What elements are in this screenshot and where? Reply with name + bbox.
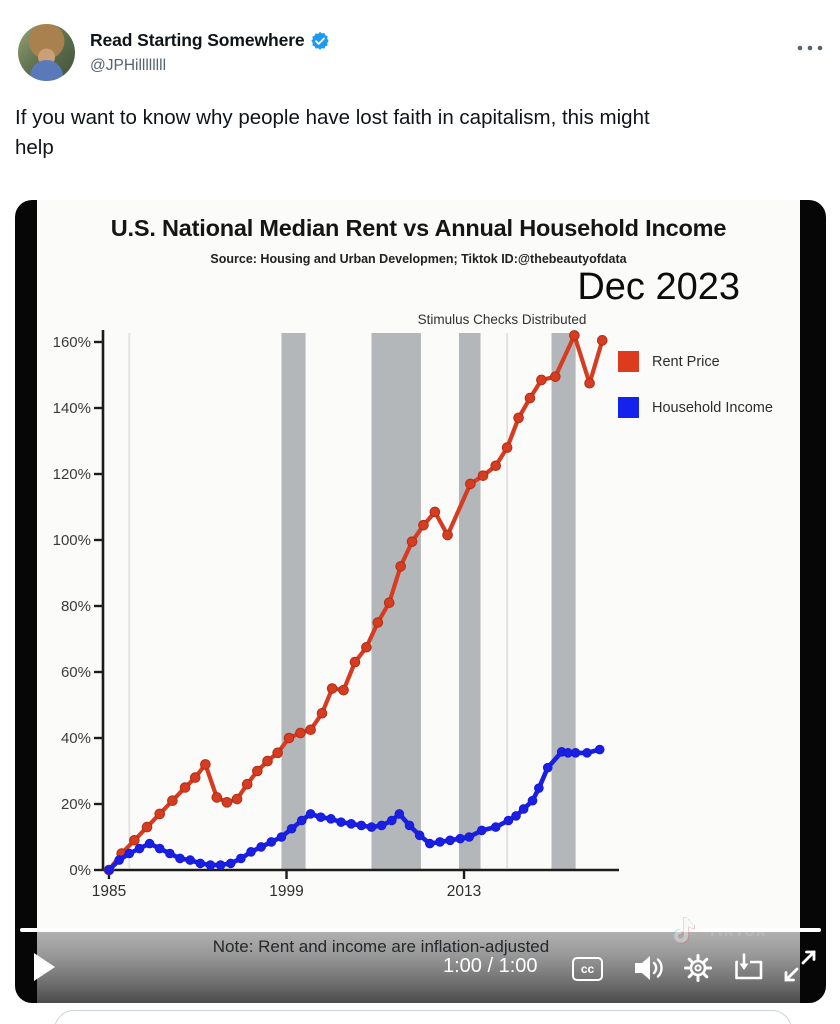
- legend-label-rent: Rent Price: [652, 353, 720, 370]
- name-row: Read Starting Somewhere: [90, 30, 330, 51]
- settings-gear-icon[interactable]: [683, 953, 713, 983]
- video-note-text: Note: Rent and income are inflation-adju…: [212, 937, 550, 956]
- tweet-text-line1: If you want to know why people have lost…: [15, 106, 650, 129]
- chart-frame: U.S. National Median Rent vs Annual Hous…: [37, 200, 800, 1003]
- tiktok-watermark-text: TikTok: [707, 921, 767, 940]
- svg-text:160%: 160%: [53, 334, 91, 351]
- closed-captions-button[interactable]: cc: [572, 957, 603, 981]
- picture-in-picture-icon[interactable]: [733, 952, 765, 982]
- legend-swatch-rent: [618, 351, 639, 372]
- reply-box-partial[interactable]: [54, 1010, 792, 1024]
- tweet-text: If you want to know why people have lost…: [15, 103, 831, 163]
- svg-text:20%: 20%: [61, 796, 91, 813]
- tweet-text-line2: help: [15, 136, 54, 159]
- avatar[interactable]: [18, 24, 75, 81]
- tiktok-note-icon: [673, 917, 695, 944]
- svg-text:120%: 120%: [53, 466, 91, 483]
- chart-annotation: Stimulus Checks Distributed: [417, 312, 587, 327]
- chart-title: U.S. National Median Rent vs Annual Hous…: [110, 215, 727, 241]
- cc-label: cc: [580, 962, 595, 976]
- player-gradient-overlay: [37, 930, 800, 1003]
- svg-text:1985: 1985: [92, 883, 126, 900]
- video-progress-bar[interactable]: [20, 928, 821, 932]
- svg-text:100%: 100%: [53, 532, 91, 549]
- fullscreen-icon[interactable]: [783, 949, 817, 983]
- svg-text:0%: 0%: [69, 862, 91, 879]
- legend-swatch-income: [618, 397, 639, 418]
- more-dots-icon: [797, 45, 823, 51]
- svg-text:2013: 2013: [447, 883, 481, 900]
- volume-icon[interactable]: [633, 953, 667, 983]
- time-display: 1:00 / 1:00: [443, 955, 538, 977]
- svg-text:80%: 80%: [61, 598, 91, 615]
- legend-rent-price: Rent Price: [618, 351, 720, 372]
- display-name[interactable]: Read Starting Somewhere: [90, 30, 305, 50]
- svg-text:40%: 40%: [61, 730, 91, 747]
- svg-text:140%: 140%: [53, 400, 91, 417]
- legend-household-income: Household Income: [618, 397, 773, 418]
- play-button[interactable]: [34, 953, 55, 981]
- user-handle[interactable]: @JPHillllllll: [90, 57, 167, 74]
- legend-label-income: Household Income: [652, 399, 773, 416]
- more-menu-button[interactable]: [793, 36, 827, 60]
- svg-text:1999: 1999: [269, 883, 303, 900]
- video-player[interactable]: U.S. National Median Rent vs Annual Hous…: [15, 200, 826, 1003]
- verified-badge-icon: [310, 31, 329, 50]
- chart-source: Source: Housing and Urban Developmen; Ti…: [210, 252, 627, 266]
- tiktok-watermark: TikTok: [673, 916, 766, 946]
- svg-text:60%: 60%: [61, 664, 91, 681]
- chart-date-label: Dec 2023: [577, 266, 740, 308]
- chart-plot: 0% 20% 40% 60% 80% 100% 120% 140% 160% 1985 1999 20…: [53, 330, 619, 900]
